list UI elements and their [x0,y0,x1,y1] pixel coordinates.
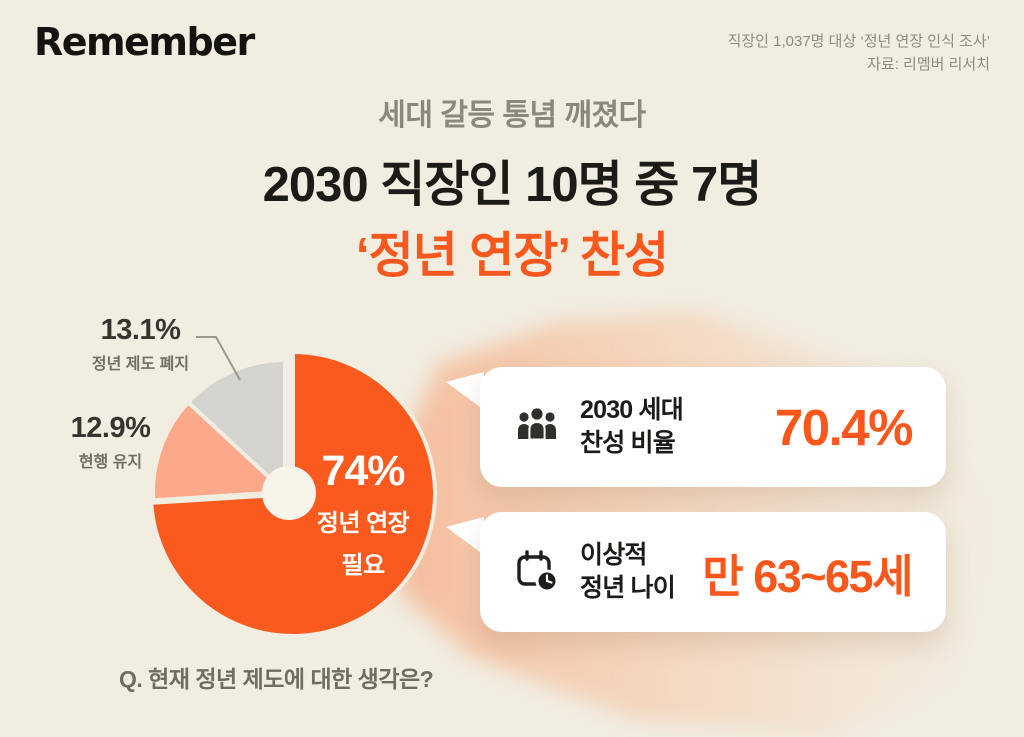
card-label-line2: 찬성 비율 [580,429,676,457]
keep-label-text: 현행 유지 [78,454,143,471]
label-abolish: 13.1% 정년 제도 폐지 [58,314,223,374]
callout-line [196,336,241,381]
donut-chart [149,350,437,638]
survey-note: 직장인 1,037명 대상 ‘정년 연장 인식 조사’ [727,33,990,50]
card-tail-2 [446,517,484,555]
ideal-age-value: 만 63~65세 [702,550,913,602]
remember-logo: Remember [34,20,255,64]
abolish-label-text: 정년 제도 폐지 [91,356,190,373]
approval-rate-value: 70.4% [774,398,914,456]
card-label-line1: 이상적 [580,541,647,569]
survey-source: 자료: 리멤버 리서치 [867,56,990,73]
slice-keep-12-9 [151,400,287,503]
people-group-icon [518,408,556,441]
label-keep: 12.9% 현행 유지 [28,412,193,472]
pie-center-line2: 필요 [341,552,385,579]
abolish-percentage: 13.1% [100,314,181,346]
card-label-line1: 2030 세대 [580,396,684,424]
pie-center-label: 74% 정년 연장 필요 [288,447,438,580]
calendar-clock-icon [517,550,559,593]
headline-kicker: 세대 갈등 통념 깨졌다 [378,99,646,132]
stat-card-ideal-age: 이상적 정년 나이 만 63~65세 [480,512,946,632]
pie-center-line1: 정년 연장 [316,510,410,537]
headline-line2: ‘정년 연장’ 찬성 [355,229,669,283]
card-tail-1 [446,372,484,410]
card-label: 이상적 정년 나이 [580,539,676,605]
pie-center-percentage: 74% [321,447,405,495]
stat-card-approval: 2030 세대 찬성 비율 70.4% [480,367,946,487]
card-label-line2: 정년 나이 [580,574,676,602]
headline-line1: 2030 직장인 10명 중 7명 [262,158,763,212]
donut-hole [262,466,316,520]
card-label: 2030 세대 찬성 비율 [580,394,684,460]
survey-meta: 직장인 1,037명 대상 ‘정년 연장 인식 조사’ 자료: 리멤버 리서치 [728,30,990,76]
slice-abolish-13-1 [186,358,287,494]
survey-question: Q. 현재 정년 제도에 대한 생각은? [119,666,434,692]
keep-percentage: 12.9% [70,412,151,444]
